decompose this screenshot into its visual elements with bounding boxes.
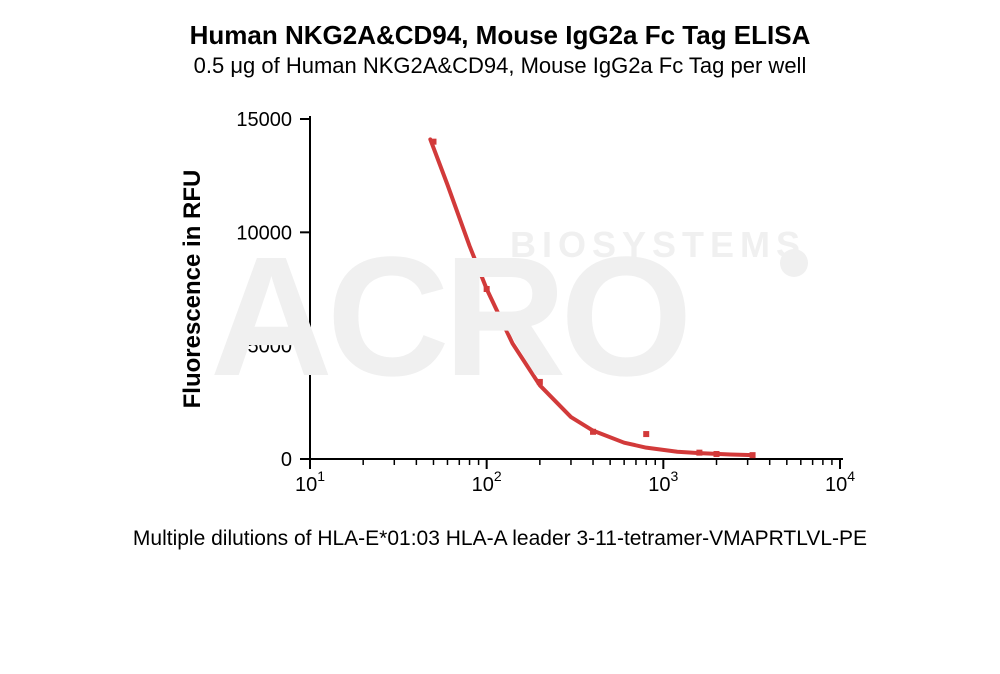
data-point (643, 431, 649, 437)
title-block: Human NKG2A&CD94, Mouse IgG2a Fc Tag ELI… (40, 20, 960, 79)
chart-subtitle: 0.5 μg of Human NKG2A&CD94, Mouse IgG2a … (40, 53, 960, 79)
y-tick-label: 5000 (248, 336, 293, 358)
elisa-chart: 0 5000 10000 15000 Fluorescence in RFU 101 102… (140, 89, 860, 519)
y-tick-label: 15000 (236, 109, 292, 131)
x-axis-caption: Multiple dilutions of HLA-E*01:03 HLA-A … (40, 527, 960, 551)
chart-area: ACRO BIOSYSTEMS 050001000015000Fluoresce… (140, 89, 860, 519)
data-point (750, 452, 756, 458)
figure-container: Human NKG2A&CD94, Mouse IgG2a Fc Tag ELI… (0, 0, 1000, 674)
fitted-curve (430, 139, 752, 455)
data-point (590, 429, 596, 435)
data-point (484, 286, 490, 292)
y-tick-label: 10000 (236, 222, 292, 244)
x-tick-label: 101 (295, 468, 325, 496)
x-tick-label: 103 (648, 468, 678, 496)
y-axis-label: Fluorescence in RFU (179, 170, 206, 409)
data-point (696, 450, 702, 456)
data-point (537, 379, 543, 385)
y-tick-label: 0 (281, 449, 292, 471)
x-tick-label: 102 (472, 468, 502, 496)
chart-title: Human NKG2A&CD94, Mouse IgG2a Fc Tag ELI… (40, 20, 960, 51)
data-point (430, 139, 436, 145)
data-point (714, 451, 720, 457)
x-tick-label: 104 (825, 468, 855, 496)
